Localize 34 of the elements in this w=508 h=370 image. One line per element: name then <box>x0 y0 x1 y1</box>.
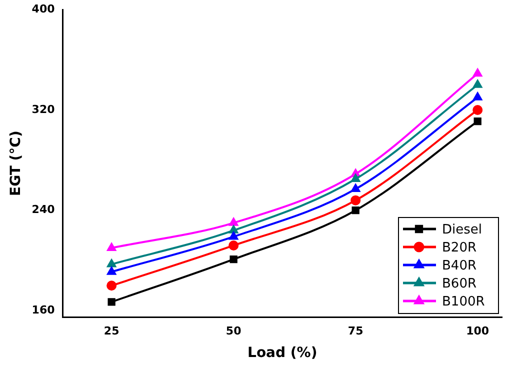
point <box>473 80 482 88</box>
legend-label: B100R <box>442 294 485 310</box>
point <box>352 206 360 214</box>
point <box>106 280 117 291</box>
point <box>229 218 238 226</box>
point <box>473 68 482 77</box>
y-tick-label: 320 <box>32 102 56 116</box>
point <box>228 240 239 250</box>
legend-label: B20R <box>442 240 476 256</box>
y-tick-label: 400 <box>32 2 56 16</box>
x-tick-label: 75 <box>348 324 364 338</box>
point <box>351 184 360 192</box>
legend-label: B40R <box>442 258 476 274</box>
point <box>350 195 361 206</box>
point <box>229 225 238 234</box>
legend-label: B60R <box>442 276 476 292</box>
x-tick-label: 50 <box>226 324 242 338</box>
point <box>107 266 116 275</box>
y-axis-title: EGT (°C) <box>8 130 24 196</box>
point <box>229 232 238 240</box>
point <box>108 298 116 306</box>
legend-label: Diesel <box>442 222 482 238</box>
x-axis-title: Load (%) <box>248 345 318 362</box>
y-tick-label: 160 <box>32 304 56 317</box>
point <box>473 92 482 100</box>
y-tick-label: 240 <box>32 203 56 216</box>
point <box>107 242 116 251</box>
point <box>107 259 116 268</box>
point <box>230 255 238 264</box>
point <box>474 117 482 126</box>
x-tick-label: 100 <box>466 324 490 338</box>
x-tick-label: 25 <box>104 324 120 338</box>
point <box>472 104 483 115</box>
point <box>351 174 360 182</box>
